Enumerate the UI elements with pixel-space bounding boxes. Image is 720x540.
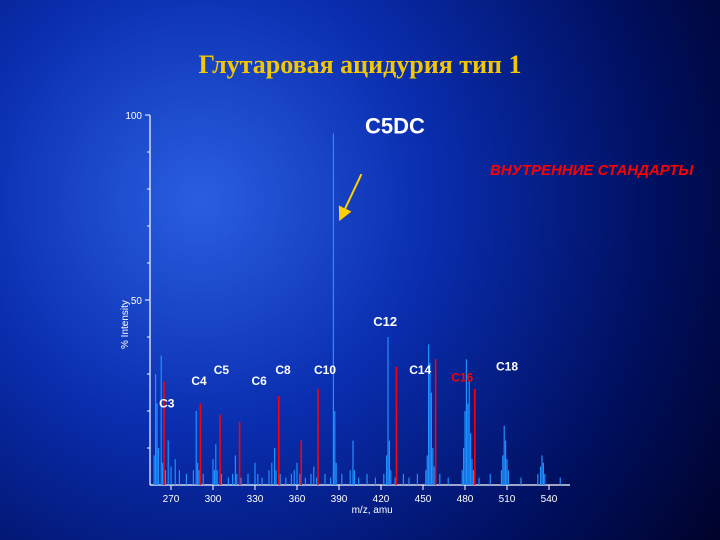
- peak-label: C4: [191, 374, 207, 388]
- x-tick-label: 270: [163, 494, 180, 505]
- label-c5dc: C5DC: [365, 114, 425, 139]
- c5dc-arrow: [340, 174, 361, 218]
- x-tick-label: 360: [289, 494, 306, 505]
- peak-label: C18: [496, 359, 518, 373]
- x-tick-label: 480: [457, 494, 474, 505]
- slide-root: Глутаровая ацидурия тип 1 ВНУТРЕННИЕ СТА…: [0, 0, 720, 540]
- x-axis-label: m/z, amu: [352, 505, 393, 516]
- peak-label: C5: [214, 363, 230, 377]
- peak-label: C16: [451, 370, 473, 384]
- label-c12: C12: [373, 314, 397, 329]
- x-tick-label: 420: [373, 494, 390, 505]
- peak-label: C3: [159, 396, 175, 410]
- x-tick-label: 300: [205, 494, 222, 505]
- x-tick-label: 450: [415, 494, 432, 505]
- peak-label: C10: [314, 363, 336, 377]
- sample-peaks: [154, 134, 560, 486]
- x-tick-label: 540: [541, 494, 558, 505]
- x-tick-label: 330: [247, 494, 264, 505]
- y-tick-label: 100: [125, 111, 142, 122]
- peak-label: C14: [409, 363, 431, 377]
- mass-spectrum-chart: 50 100 270 300 330 360 390 420 450 480 510 540 C5DC C…: [0, 0, 720, 540]
- y-tick-label: 50: [131, 296, 143, 307]
- peak-label: C8: [275, 363, 291, 377]
- x-tick-label: 510: [499, 494, 516, 505]
- peak-label: C6: [252, 374, 268, 388]
- y-axis-label: % Intensity: [120, 300, 131, 349]
- x-tick-label: 390: [331, 494, 348, 505]
